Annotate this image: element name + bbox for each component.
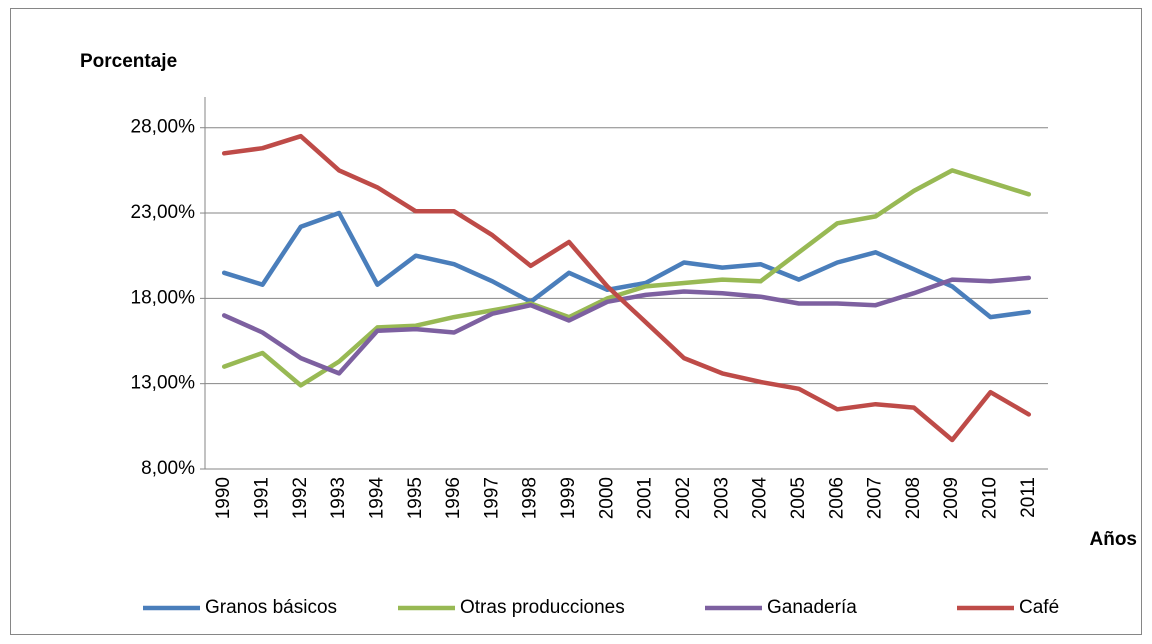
legend-label: Ganadería	[767, 597, 857, 618]
series-line	[221, 275, 1032, 376]
y-axis-label: Porcentaje	[80, 51, 177, 72]
y-tick-label: 8,00%	[141, 458, 195, 479]
y-tick-label: 13,00%	[131, 373, 196, 394]
y-tick-label: 18,00%	[131, 287, 196, 308]
x-tick-label: 2004	[750, 477, 771, 520]
x-tick-label: 2005	[788, 477, 809, 519]
x-tick-label: 2007	[865, 477, 886, 519]
legend-label: Granos básicos	[205, 597, 337, 618]
chart-border	[10, 8, 1142, 635]
x-tick-label: 1991	[251, 477, 272, 519]
x-tick-label: 1996	[443, 477, 464, 519]
legend-label: Otras producciones	[460, 597, 625, 618]
series-line	[221, 210, 1032, 320]
x-tick-label: 2003	[711, 477, 732, 519]
x-tick-label: 2001	[635, 477, 656, 519]
y-tick-label: 23,00%	[131, 202, 196, 223]
x-tick-label: 1997	[481, 477, 502, 519]
x-tick-label: 1992	[290, 477, 311, 519]
x-tick-label: 2002	[673, 477, 694, 519]
x-tick-label: 1993	[328, 477, 349, 519]
x-tick-label: 2011	[1018, 477, 1039, 518]
x-tick-label: 2006	[826, 477, 847, 519]
series-line	[221, 168, 1032, 388]
y-tick-label: 28,00%	[131, 117, 196, 138]
x-axis-label: Años	[1090, 529, 1138, 550]
x-tick-label: 1998	[520, 477, 541, 519]
x-tick-label: 2009	[941, 477, 962, 519]
x-tick-label: 2008	[903, 477, 924, 519]
x-tick-label: 2010	[980, 477, 1001, 519]
x-tick-label: 1994	[366, 477, 387, 520]
x-tick-label: 2000	[596, 477, 617, 519]
x-tick-label: 1990	[213, 477, 234, 519]
series-line	[221, 133, 1032, 443]
x-tick-label: 1995	[405, 477, 426, 519]
legend-label: Café	[1019, 597, 1059, 618]
x-tick-label: 1999	[558, 477, 579, 519]
